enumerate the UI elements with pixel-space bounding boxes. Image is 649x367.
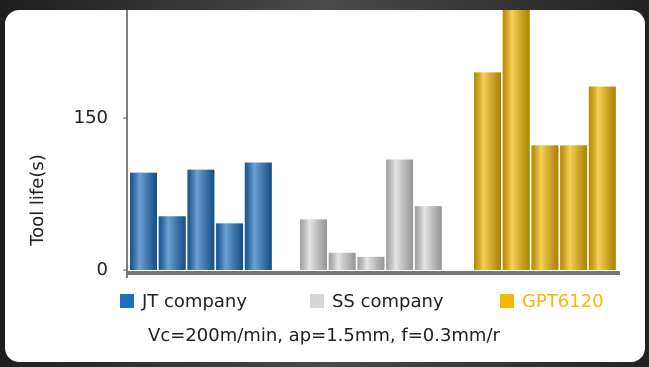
legend-swatch [120,294,134,308]
legend-label: JT company [141,291,247,312]
legend-label: SS company [332,291,444,312]
bar-shade [357,256,385,270]
legend-swatch [310,294,324,308]
bar-shade [588,86,616,270]
plot-area [130,10,616,270]
bar-shade [244,162,272,270]
legend-label: GPT6120 [522,291,604,312]
bar-shade [300,219,327,270]
bar-shade [130,172,157,270]
bar-shade [531,145,559,270]
legend-swatch [500,294,514,308]
bar-shade [474,72,501,270]
bar-shade [414,206,442,270]
baseline [127,271,620,275]
bar-shade [386,159,414,270]
bar-shade [502,10,530,270]
y-axis-label: Tool life(s) [27,154,48,247]
bar-shade [328,252,356,270]
bar-shade [158,216,186,270]
bar-shade [560,145,588,270]
y-tick-label: 0 [97,259,108,280]
subtitle: Vc=200m/min, ap=1.5mm, f=0.3mm/r [148,325,500,346]
bar-shade [187,169,215,270]
y-tick-label: 150 [74,107,108,128]
bar-shade [216,223,244,270]
